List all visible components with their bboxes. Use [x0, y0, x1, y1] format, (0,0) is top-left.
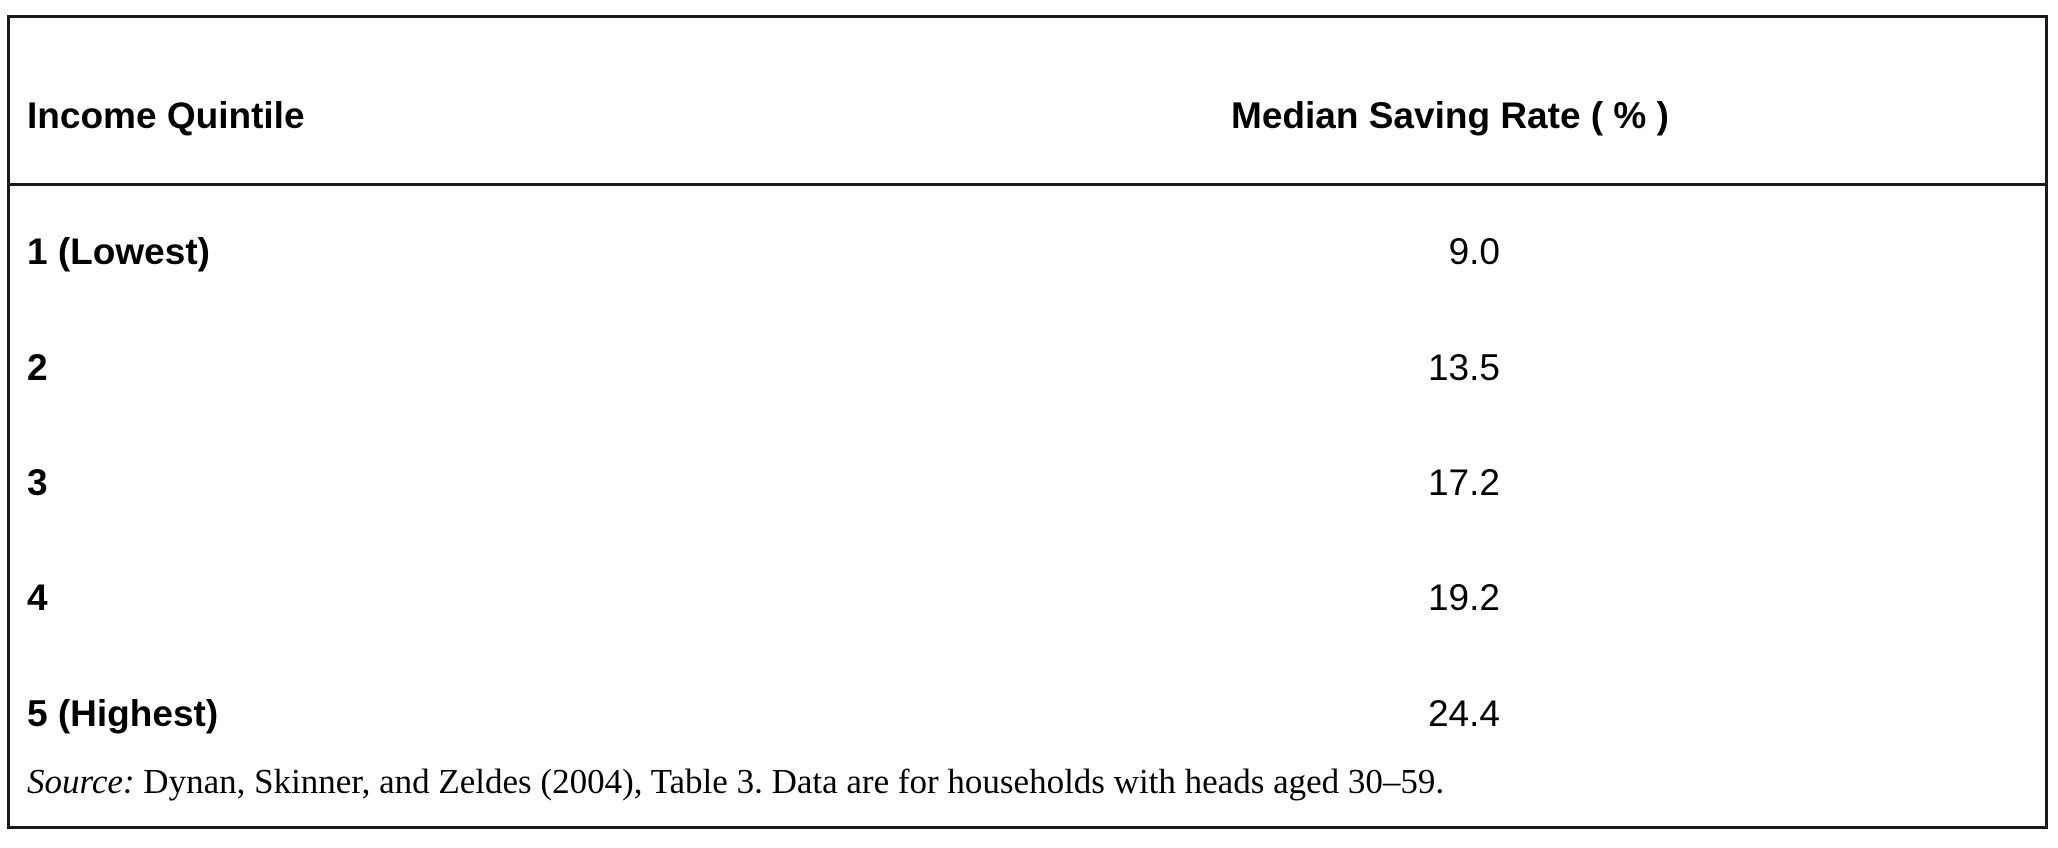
- row-label-quintile: 4: [27, 577, 48, 618]
- table-row: 2 13.5: [10, 338, 2045, 398]
- row-label-quintile: 5 (Highest): [27, 693, 219, 734]
- table-row: 3 17.2: [10, 453, 2045, 513]
- table-row: 4 19.2: [10, 568, 2045, 628]
- source-label: Source:: [27, 762, 135, 801]
- table-header-row: Income Quintile Median Saving Rate ( % ): [10, 18, 2045, 186]
- row-label-quintile: 2: [27, 347, 48, 388]
- source-text: Dynan, Skinner, and Zeldes (2004), Table…: [134, 762, 1445, 801]
- row-value-saving-rate: 24.4: [1427, 693, 1500, 734]
- row-label-quintile: 1 (Lowest): [27, 231, 210, 272]
- table-row: 5 (Highest) 24.4: [10, 684, 2045, 744]
- row-label-quintile: 3: [27, 462, 48, 503]
- table-source-note: Source: Dynan, Skinner, and Zeldes (2004…: [27, 760, 1444, 804]
- table-row: 1 (Lowest) 9.0: [10, 222, 2045, 282]
- row-value-saving-rate: 17.2: [1427, 462, 1500, 503]
- saving-rate-table: Income Quintile Median Saving Rate ( % )…: [7, 15, 2048, 829]
- row-value-saving-rate: 13.5: [1427, 347, 1500, 388]
- row-value-saving-rate: 9.0: [1448, 231, 1500, 272]
- row-value-saving-rate: 19.2: [1427, 577, 1500, 618]
- column-header-median-saving-rate: Median Saving Rate ( % ): [1231, 95, 1669, 136]
- column-header-income-quintile: Income Quintile: [27, 95, 305, 136]
